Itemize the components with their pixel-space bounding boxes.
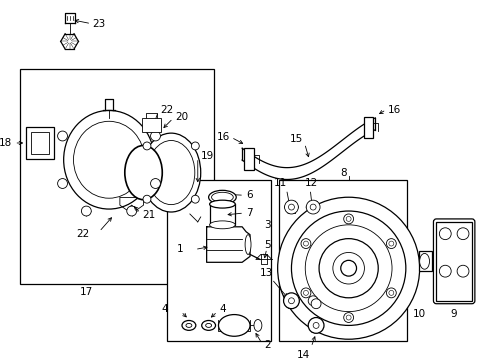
Circle shape xyxy=(309,204,315,210)
Circle shape xyxy=(284,200,298,214)
Ellipse shape xyxy=(419,253,428,269)
Text: 7: 7 xyxy=(245,208,252,218)
Circle shape xyxy=(439,265,450,277)
Text: 13: 13 xyxy=(259,268,273,278)
Text: 22: 22 xyxy=(160,105,173,116)
Text: 22: 22 xyxy=(76,229,89,239)
Circle shape xyxy=(288,204,294,210)
Text: 12: 12 xyxy=(305,179,318,188)
Ellipse shape xyxy=(209,200,235,208)
Circle shape xyxy=(288,298,294,304)
Circle shape xyxy=(346,315,350,320)
Text: 10: 10 xyxy=(412,309,426,319)
Ellipse shape xyxy=(205,323,211,327)
Circle shape xyxy=(283,293,299,309)
Text: 15: 15 xyxy=(289,134,303,144)
Circle shape xyxy=(346,216,350,221)
Text: 16: 16 xyxy=(216,132,229,142)
Circle shape xyxy=(150,179,160,188)
Circle shape xyxy=(307,296,317,306)
Circle shape xyxy=(303,291,308,295)
Ellipse shape xyxy=(211,192,233,202)
Ellipse shape xyxy=(244,235,250,255)
Ellipse shape xyxy=(209,221,235,229)
Text: 21: 21 xyxy=(142,210,156,220)
Text: 16: 16 xyxy=(387,105,401,114)
Circle shape xyxy=(310,299,321,309)
Circle shape xyxy=(386,239,395,248)
Ellipse shape xyxy=(218,315,249,336)
Text: 2: 2 xyxy=(264,340,270,350)
Ellipse shape xyxy=(253,320,262,331)
Circle shape xyxy=(456,265,468,277)
Ellipse shape xyxy=(185,323,191,327)
Circle shape xyxy=(332,252,364,284)
Text: 20: 20 xyxy=(175,112,188,122)
Ellipse shape xyxy=(182,320,195,330)
Bar xyxy=(363,117,373,138)
Text: 5: 5 xyxy=(264,239,270,249)
Text: 11: 11 xyxy=(273,179,286,188)
Circle shape xyxy=(142,195,151,203)
Bar xyxy=(418,251,431,271)
Circle shape xyxy=(191,195,199,203)
Bar xyxy=(26,127,54,159)
Circle shape xyxy=(388,291,393,295)
Circle shape xyxy=(340,260,356,276)
Text: 23: 23 xyxy=(92,19,105,29)
Ellipse shape xyxy=(124,145,162,200)
Circle shape xyxy=(305,200,319,214)
Circle shape xyxy=(307,318,324,333)
Ellipse shape xyxy=(73,121,144,198)
Bar xyxy=(141,118,161,132)
Text: 19: 19 xyxy=(200,151,214,161)
Ellipse shape xyxy=(208,190,236,204)
Circle shape xyxy=(126,206,136,216)
Text: 3: 3 xyxy=(264,220,270,230)
Bar xyxy=(244,148,253,170)
Text: 1: 1 xyxy=(176,244,183,255)
Ellipse shape xyxy=(141,133,200,212)
Circle shape xyxy=(388,241,393,246)
Circle shape xyxy=(301,239,310,248)
Circle shape xyxy=(291,211,405,325)
Text: 6: 6 xyxy=(245,190,252,200)
Bar xyxy=(278,180,406,341)
Text: 4: 4 xyxy=(161,303,168,314)
Circle shape xyxy=(58,179,67,188)
Ellipse shape xyxy=(202,320,215,330)
Ellipse shape xyxy=(147,140,194,204)
Circle shape xyxy=(191,142,199,150)
Circle shape xyxy=(386,288,395,298)
Bar xyxy=(167,180,270,341)
Text: 14: 14 xyxy=(296,350,309,360)
Circle shape xyxy=(343,214,353,224)
Bar xyxy=(435,222,471,301)
Bar xyxy=(20,69,213,284)
Circle shape xyxy=(312,323,318,328)
Circle shape xyxy=(81,206,91,216)
Circle shape xyxy=(305,225,391,312)
Circle shape xyxy=(303,241,308,246)
Text: 8: 8 xyxy=(340,167,346,177)
Circle shape xyxy=(277,197,419,339)
Circle shape xyxy=(456,228,468,240)
Text: 9: 9 xyxy=(450,309,457,319)
Circle shape xyxy=(58,131,67,141)
Circle shape xyxy=(142,142,151,150)
Ellipse shape xyxy=(63,111,154,209)
Text: 17: 17 xyxy=(79,287,93,297)
Text: 18: 18 xyxy=(0,138,12,148)
Circle shape xyxy=(301,288,310,298)
Bar xyxy=(31,132,49,154)
Circle shape xyxy=(150,131,160,141)
Text: 4: 4 xyxy=(219,303,225,314)
Circle shape xyxy=(343,312,353,323)
Circle shape xyxy=(318,239,377,298)
Circle shape xyxy=(439,228,450,240)
